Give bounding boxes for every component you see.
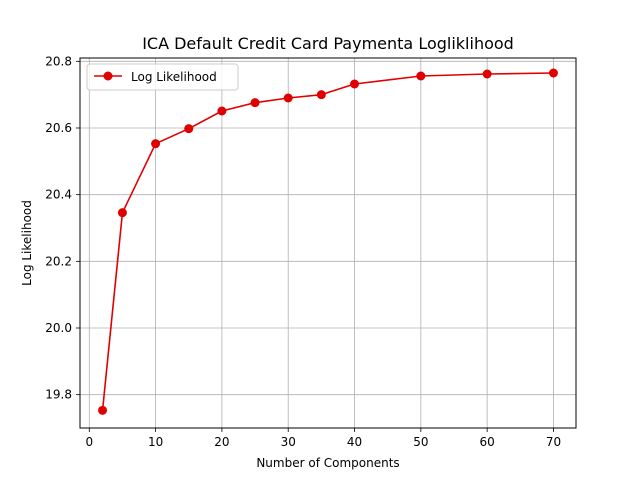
data-point bbox=[250, 98, 260, 108]
data-point bbox=[184, 124, 194, 134]
data-point bbox=[416, 71, 426, 81]
x-tick-label: 70 bbox=[546, 435, 561, 449]
x-tick-label: 10 bbox=[148, 435, 163, 449]
y-tick-label: 20.6 bbox=[45, 121, 72, 135]
data-point bbox=[350, 79, 360, 89]
x-axis: 0 10 20 30 40 50 60 70 bbox=[85, 428, 561, 449]
x-tick-label: 0 bbox=[85, 435, 93, 449]
y-axis: 19.8 20.0 20.2 20.4 20.6 20.8 bbox=[45, 54, 80, 402]
data-point bbox=[151, 139, 161, 149]
data-point bbox=[482, 69, 492, 79]
x-tick-label: 60 bbox=[480, 435, 495, 449]
data-point bbox=[217, 106, 227, 116]
y-tick-label: 20.4 bbox=[45, 188, 72, 202]
chart-title: ICA Default Credit Card Paymenta Loglikl… bbox=[142, 34, 514, 53]
x-axis-label: Number of Components bbox=[256, 456, 399, 470]
y-tick-label: 19.8 bbox=[45, 388, 72, 402]
legend: Log Likelihood bbox=[86, 63, 239, 91]
x-tick-label: 20 bbox=[214, 435, 229, 449]
data-point bbox=[316, 90, 326, 100]
data-point bbox=[98, 405, 108, 415]
grid bbox=[80, 58, 576, 428]
series-line bbox=[101, 72, 554, 411]
y-tick-label: 20.0 bbox=[45, 321, 72, 335]
plot-frame bbox=[79, 57, 577, 429]
y-tick-label: 20.8 bbox=[45, 54, 72, 68]
legend-label: Log Likelihood bbox=[131, 70, 217, 84]
legend-box bbox=[86, 63, 239, 91]
data-point bbox=[117, 208, 127, 218]
legend-marker bbox=[103, 71, 113, 81]
data-point bbox=[283, 93, 293, 103]
data-point bbox=[548, 68, 558, 78]
x-tick-label: 40 bbox=[347, 435, 362, 449]
x-tick-label: 50 bbox=[413, 435, 428, 449]
x-tick-label: 30 bbox=[281, 435, 296, 449]
y-tick-label: 20.2 bbox=[45, 254, 72, 268]
y-axis-label: Log Likelihood bbox=[20, 200, 34, 286]
series-layer bbox=[98, 68, 558, 415]
